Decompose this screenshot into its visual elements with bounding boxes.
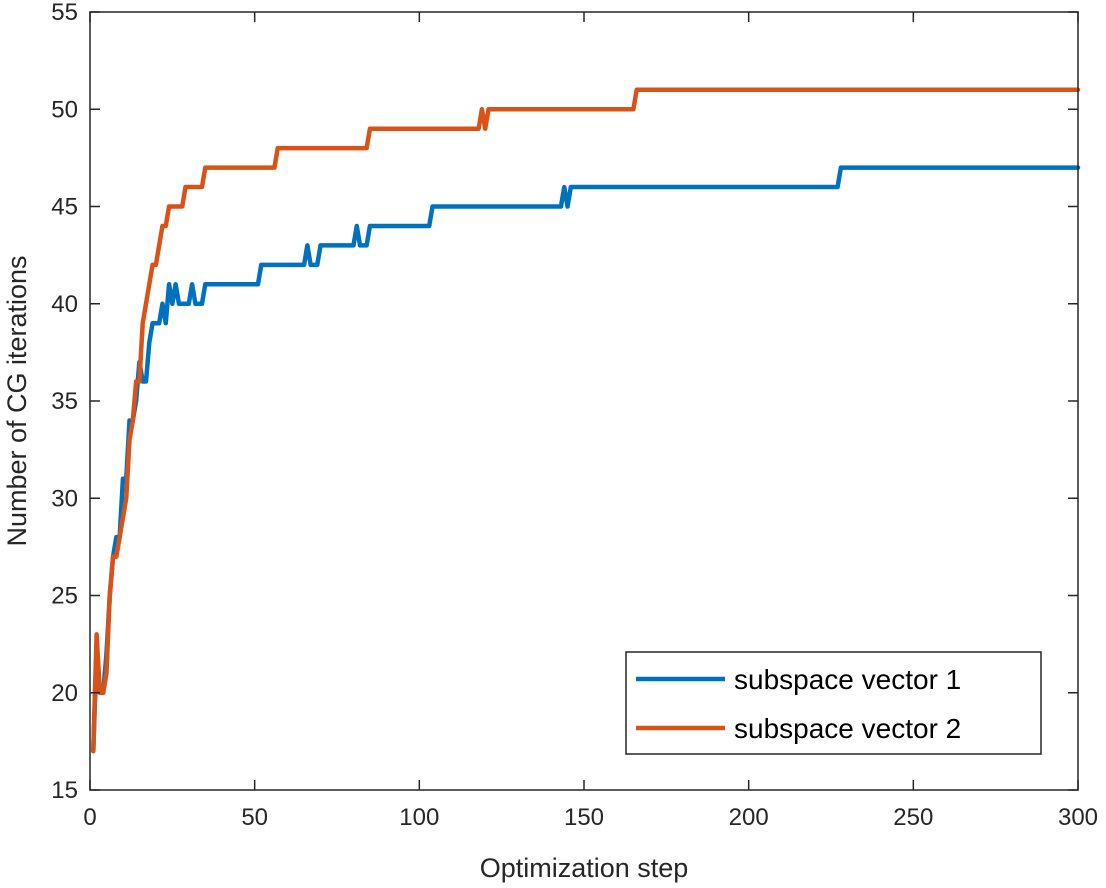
legend-box: [625, 651, 1042, 755]
series-line-2: [91, 87, 1081, 754]
y-tick-label: 25: [51, 583, 78, 610]
y-tick-label: 55: [51, 0, 78, 26]
y-tick-label: 15: [51, 777, 78, 804]
x-tick-label: 300: [1058, 804, 1098, 831]
x-tick-label: 50: [241, 804, 268, 831]
x-tick-label: 200: [729, 804, 769, 831]
series-layer: [91, 87, 1081, 754]
x-axis-label: Optimization step: [480, 853, 689, 883]
y-tick-label: 30: [51, 485, 78, 512]
y-axis-label: Number of CG iterations: [2, 255, 32, 546]
legend-label-series-2: subspace vector 2: [734, 713, 961, 744]
x-tick-label: 100: [399, 804, 439, 831]
y-tick-label: 20: [51, 680, 78, 707]
ticks-layer: 0 50 100 150 200 250 300 15 20 25 30 35 40 45 50 55: [51, 0, 1098, 831]
x-tick-label: 150: [564, 804, 604, 831]
legend: subspace vector 1 subspace vector 2: [625, 651, 1042, 755]
legend-label-series-1: subspace vector 1: [734, 664, 961, 695]
y-tick-label: 35: [51, 388, 78, 415]
x-tick-label: 0: [83, 804, 96, 831]
y-tick-label: 40: [51, 291, 78, 318]
x-tick-label: 250: [893, 804, 933, 831]
y-tick-label: 45: [51, 194, 78, 221]
y-tick-label: 50: [51, 96, 78, 123]
